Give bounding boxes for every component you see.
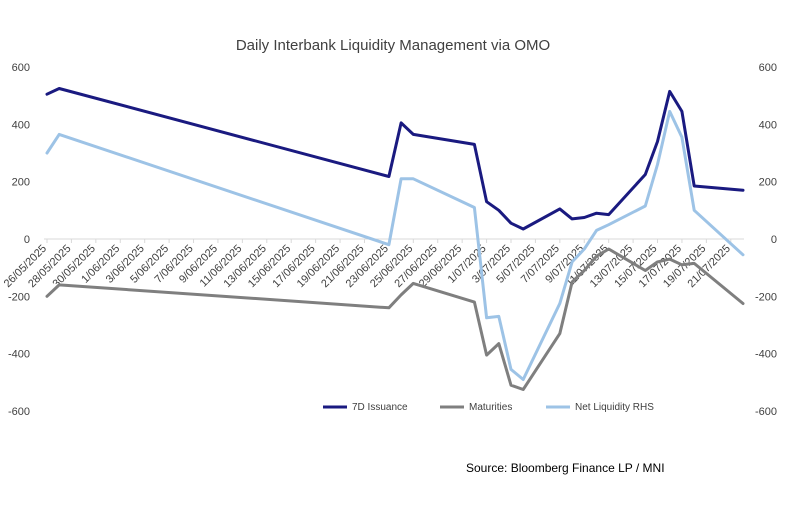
data-point [58,133,60,136]
data-point [607,223,610,226]
data-point [46,93,48,95]
data-point [485,317,488,319]
data-point [412,178,415,180]
data-point [412,282,415,285]
data-point [510,384,512,387]
data-point [668,90,671,93]
data-point [693,209,695,212]
data-point [693,262,695,265]
right-axis: 600 400 200 0 -200 -400 -600 [755,62,777,418]
data-point [498,315,500,318]
source-note: Source: Bloomberg Finance LP / MNI [466,461,665,475]
chart-title: Daily Interbank Liquidity Management via… [236,37,550,54]
data-point [656,163,659,166]
data-point [400,178,402,180]
data-point [412,133,415,136]
y-right-tick-label: 0 [771,234,777,246]
data-point [400,122,402,124]
data-point [583,269,586,272]
data-point [522,378,524,381]
y-left-tick-label: 200 [12,177,30,189]
data-point [559,208,561,210]
data-point [498,209,500,212]
data-point [644,173,647,176]
data-point [742,302,744,305]
legend-label: 7D Issuance [352,402,408,413]
data-point [522,388,524,391]
data-point [498,342,500,345]
legend-label: Maturities [469,402,512,413]
series-lines [45,87,745,391]
data-point [388,175,390,178]
data-point [583,248,586,250]
data-point [559,332,561,335]
legend-label: Net Liquidity RHS [575,402,654,413]
data-point [559,302,561,305]
data-point [400,294,402,296]
data-point [595,255,598,257]
data-point [522,228,524,230]
data-point [644,205,647,207]
y-right-tick-label: -200 [755,291,777,303]
data-point [485,200,488,203]
y-left-tick-label: 400 [12,119,30,131]
data-point [46,295,48,298]
data-point [656,140,659,143]
data-point [656,261,659,263]
data-point [485,354,488,356]
y-left-tick-label: -400 [8,349,30,361]
data-point [46,152,48,154]
data-point [742,254,744,256]
data-point [510,222,512,224]
data-point [681,264,683,266]
data-point [742,189,744,192]
data-point [388,307,390,309]
data-point [571,218,573,220]
data-point [473,301,476,303]
data-point [644,269,647,272]
y-left-tick-label: -200 [8,291,30,303]
data-point [571,281,573,283]
data-point [607,248,610,250]
y-left-tick-label: 600 [12,62,30,74]
y-left-tick-label: 0 [24,234,30,246]
data-point [595,212,598,214]
legend: 7D Issuance Maturities Net Liquidity RHS [323,402,654,413]
y-right-tick-label: 200 [759,177,777,189]
data-point [681,136,683,138]
data-point [571,261,573,263]
data-point [58,87,60,90]
y-right-tick-label: 400 [759,119,777,131]
data-point [595,229,598,232]
y-right-tick-label: -400 [755,349,777,361]
data-point [681,110,683,113]
y-right-tick-label: -600 [755,406,777,418]
data-point [388,243,390,246]
data-point [583,216,586,219]
y-right-tick-label: 600 [759,62,777,74]
data-point [473,143,476,146]
data-point [693,185,695,187]
data-point [668,110,671,113]
x-axis: 26/05/202528/05/202530/05/20251/06/20253… [2,239,733,290]
y-left-tick-label: -600 [8,406,30,418]
data-point [668,258,671,260]
data-point [607,213,610,216]
left-axis: 600 400 200 0 -200 -400 -600 [8,62,30,418]
data-point [58,284,60,286]
data-point [473,206,476,209]
data-point [510,368,512,371]
